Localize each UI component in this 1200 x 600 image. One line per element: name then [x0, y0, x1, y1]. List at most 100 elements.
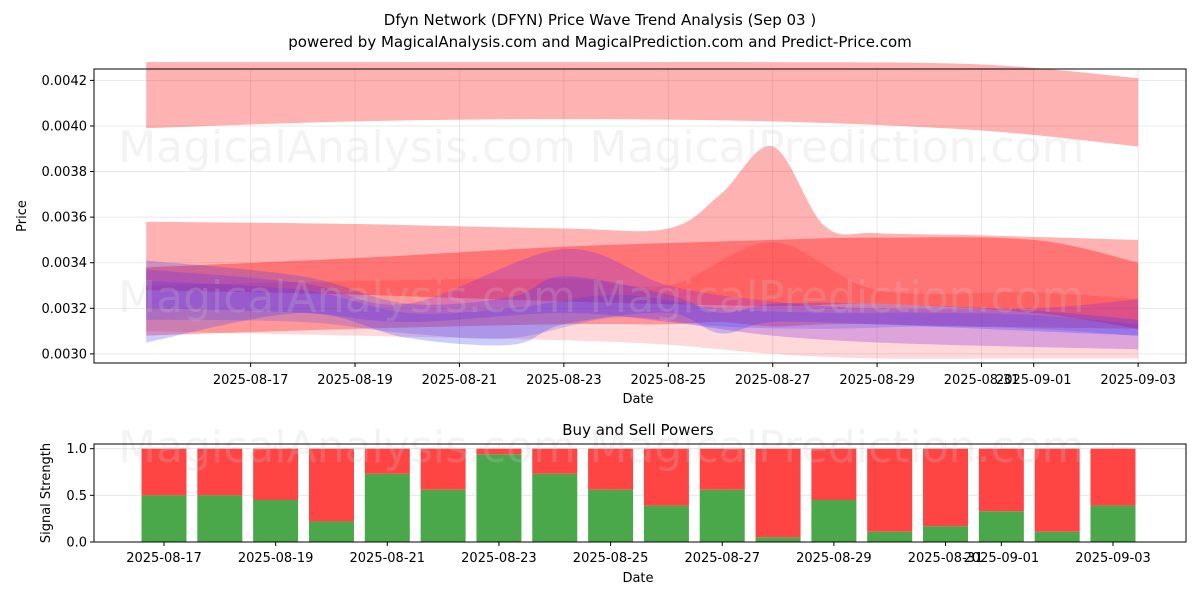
buy-bar [755, 537, 801, 542]
price-x-tick-label: 2025-08-29 [839, 373, 915, 388]
price-x-tick-label: 2025-08-25 [630, 373, 706, 388]
price-x-tick-label: 2025-08-27 [735, 373, 811, 388]
sell-bar [420, 448, 466, 490]
buy-sell-x-tick-label: 2025-08-29 [796, 551, 872, 566]
sell-bar [699, 448, 745, 490]
price-plot-frame [93, 68, 1187, 364]
buy-sell-x-tick-label: 2025-08-27 [684, 551, 760, 566]
buy-sell-x-tick-label: 2025-09-01 [964, 551, 1040, 566]
price-band-blue-band-2 [146, 280, 1139, 339]
price-y-tick-label: 0.0042 [42, 74, 88, 89]
price-x-tick-label: 2025-09-01 [996, 373, 1072, 388]
buy-sell-plot-frame [93, 443, 1187, 543]
sell-bar [978, 448, 1024, 512]
buy-sell-watermarks: MagicalAnalysis.com MagicalPrediction.co… [118, 422, 1084, 473]
buy-bar [1034, 531, 1080, 542]
buy-bar [923, 526, 969, 542]
price-band-lower-red-band [146, 242, 1139, 359]
price-x-tick-label: 2025-08-17 [213, 373, 289, 388]
price-bands [146, 61, 1139, 359]
sell-bar [308, 448, 354, 522]
price-y-tick-label: 0.0040 [42, 119, 88, 134]
sell-bar [197, 448, 243, 496]
watermark-analysis: MagicalAnalysis.com [118, 122, 576, 173]
price-chart: MagicalAnalysis.com MagicalPrediction.co… [15, 61, 1187, 407]
buy-sell-x-tick-label: 2025-08-19 [238, 551, 314, 566]
price-x-tick-label: 2025-09-03 [1100, 373, 1176, 388]
price-x-tick-label: 2025-08-21 [422, 373, 498, 388]
sell-bar [755, 448, 801, 538]
sell-bar [923, 448, 969, 527]
price-x-axis: 2025-08-17 2025-08-19 2025-08-21 2025-08-23… [213, 363, 1176, 388]
buy-bar [867, 531, 913, 542]
buy-sell-y-tick-label: 0.5 [66, 489, 87, 504]
sell-bar [867, 448, 913, 532]
buy-bar [699, 489, 745, 542]
buy-bar [420, 489, 466, 542]
chart-title: Dfyn Network (DFYN) Price Wave Trend Ana… [384, 11, 816, 29]
buy-sell-x-tick-label: 2025-08-25 [573, 551, 649, 566]
buy-sell-title: Buy and Sell Powers [562, 421, 714, 439]
sell-bar [253, 448, 299, 500]
buy-sell-x-tick-label: 2025-08-21 [350, 551, 426, 566]
price-x-tick-label: 2025-08-31 [944, 373, 1020, 388]
price-band-purple-band [146, 248, 1139, 350]
watermark-analysis-2: MagicalAnalysis.com [118, 272, 576, 323]
watermark-prediction: MagicalPrediction.com [590, 122, 1085, 173]
buy-sell-y-tick-label: 1.0 [66, 442, 87, 457]
price-x-tick-label: 2025-08-19 [317, 373, 393, 388]
sell-bar [141, 448, 187, 496]
price-y-label: Price [15, 200, 30, 232]
buy-bar [476, 454, 522, 542]
buy-bar [978, 511, 1024, 542]
price-watermarks: MagicalAnalysis.com MagicalPrediction.co… [118, 122, 1084, 323]
watermark-analysis-3: MagicalAnalysis.com [118, 422, 576, 473]
price-y-tick-label: 0.0038 [42, 165, 88, 180]
price-x-tick-label: 2025-08-23 [526, 373, 602, 388]
sell-bar [811, 448, 857, 500]
watermark-prediction-2: MagicalPrediction.com [590, 272, 1085, 323]
buy-sell-x-tick-label: 2025-08-31 [908, 551, 984, 566]
buy-sell-x-tick-label: 2025-08-17 [126, 551, 202, 566]
buy-bar [364, 473, 410, 542]
sell-bar [476, 448, 522, 455]
buy-bar [532, 473, 578, 542]
chart-subtitle: powered by MagicalAnalysis.com and Magic… [288, 33, 912, 51]
buy-sell-x-tick-label: 2025-09-03 [1075, 551, 1151, 566]
buy-bar [811, 500, 857, 542]
sell-bar [364, 448, 410, 474]
sell-bar [643, 448, 689, 506]
buy-bar [1090, 505, 1136, 542]
buy-sell-y-label: Signal Strength [39, 443, 54, 543]
price-y-tick-label: 0.0036 [42, 211, 88, 226]
price-y-tick-label: 0.0032 [42, 302, 88, 317]
buy-bar [197, 495, 243, 542]
buy-sell-chart: Buy and Sell Powers MagicalAnalysis.com … [39, 421, 1187, 586]
buy-sell-x-tick-label: 2025-08-23 [461, 551, 537, 566]
price-x-label: Date [622, 392, 653, 407]
buy-sell-bars [141, 448, 1136, 542]
watermark-prediction-3: MagicalPrediction.com [590, 422, 1085, 473]
buy-bar [141, 495, 187, 542]
price-y-tick-label: 0.0034 [42, 256, 88, 271]
price-y-axis: 0.0030 0.0032 0.0034 0.0036 0.0038 0.0040 0.00… [42, 74, 94, 362]
buy-bar [253, 500, 299, 542]
buy-sell-y-tick-label: 0.0 [66, 536, 87, 551]
sell-bar [1090, 448, 1136, 506]
buy-sell-x-label: Date [622, 571, 653, 586]
price-band-upper-band [146, 61, 1139, 147]
price-grid [94, 69, 1186, 363]
price-y-tick-label: 0.0030 [42, 347, 88, 362]
sell-bar [532, 448, 578, 474]
buy-sell-y-axis: 0.0 0.5 1.0 [66, 442, 94, 551]
buy-sell-x-axis: 2025-08-17 2025-08-19 2025-08-21 2025-08-23… [126, 542, 1151, 566]
buy-bar [588, 489, 634, 542]
price-band-wide-band-with-spike [146, 145, 1139, 336]
sell-bar [1034, 448, 1080, 532]
buy-bar [643, 505, 689, 542]
price-band-mid-red-band [146, 237, 1139, 329]
price-band-blue-band [146, 260, 1139, 346]
sell-bar [588, 448, 634, 490]
buy-bar [308, 521, 354, 542]
